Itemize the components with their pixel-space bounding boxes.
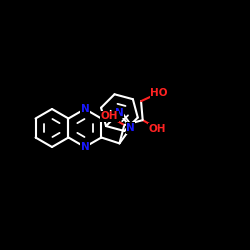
Text: OH: OH [149,124,166,134]
Text: OH: OH [101,112,118,122]
Text: N: N [80,104,89,114]
Text: N: N [115,108,124,118]
Text: HO: HO [150,88,168,98]
Text: N: N [80,142,89,152]
Text: N: N [126,123,135,133]
